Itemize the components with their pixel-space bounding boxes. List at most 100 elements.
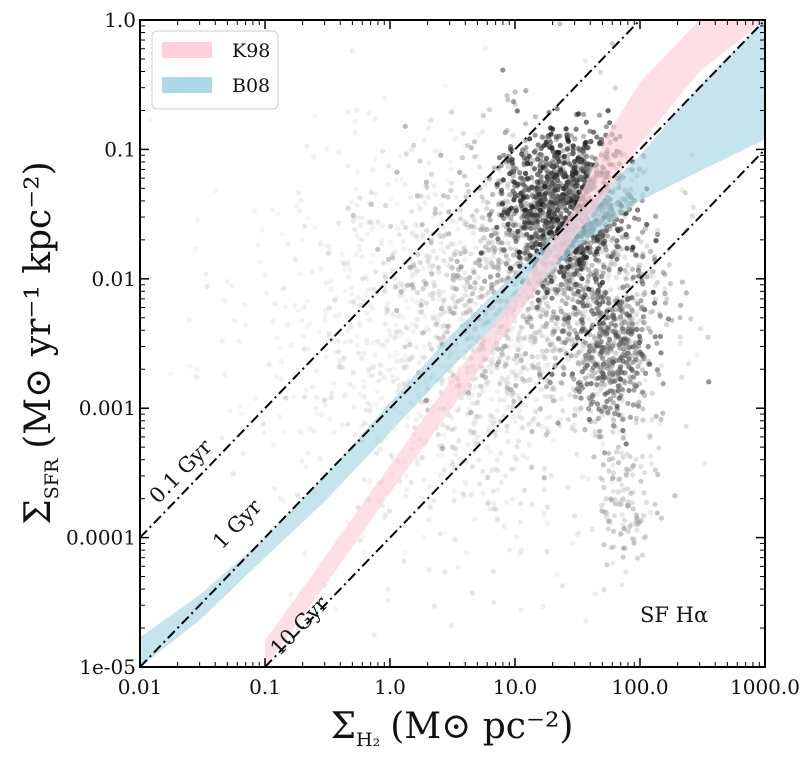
scatter-point <box>436 335 442 341</box>
scatter-point <box>529 244 536 250</box>
scatter-point <box>400 366 407 372</box>
scatter-point <box>605 108 611 114</box>
scatter-point <box>441 297 447 303</box>
scatter-point <box>455 565 461 571</box>
scatter-point <box>357 223 363 229</box>
scatter-point <box>472 260 478 266</box>
scatter-point <box>483 182 489 188</box>
scatter-point <box>302 223 308 229</box>
scatter-point <box>529 354 535 360</box>
scatter-point <box>473 419 479 425</box>
scatter-point <box>544 548 550 555</box>
scatter-point <box>625 262 631 268</box>
scatter-point <box>610 252 616 258</box>
scatter-point <box>401 558 407 564</box>
scatter-point <box>618 531 624 537</box>
scatter-point <box>572 195 578 201</box>
scatter-point <box>456 405 462 411</box>
scatter-point <box>642 377 649 384</box>
depletion-line-label: 0.1 Gyr <box>145 434 218 508</box>
scatter-point <box>304 215 310 221</box>
scatter-point <box>437 221 443 227</box>
scatter-point <box>392 249 398 255</box>
scatter-point <box>542 184 548 190</box>
scatter-point <box>580 320 586 326</box>
scatter-point <box>335 338 341 344</box>
scatter-point <box>370 252 376 258</box>
scatter-point <box>574 532 581 538</box>
scatter-point <box>589 394 596 400</box>
scatter-point <box>620 427 626 434</box>
scatter-point <box>529 429 535 435</box>
scatter-point <box>350 218 356 224</box>
scatter-point <box>564 337 570 343</box>
scatter-point <box>336 364 342 370</box>
scatter-point <box>549 295 555 301</box>
scatter-point <box>658 363 665 369</box>
scatter-point <box>366 317 373 323</box>
scatter-point <box>500 247 506 253</box>
scatter-point <box>415 251 421 258</box>
scatter-point <box>495 388 501 394</box>
scatter-point <box>615 412 622 418</box>
scatter-point <box>441 332 447 338</box>
scatter-point <box>353 186 359 192</box>
scatter-point <box>607 120 613 126</box>
scatter-point <box>512 382 519 388</box>
scatter-point <box>509 369 515 375</box>
scatter-point <box>594 237 601 243</box>
scatter-point <box>467 284 473 290</box>
scatter-point <box>260 421 266 427</box>
scatter-point <box>631 381 637 387</box>
scatter-point <box>631 536 637 543</box>
scatter-point <box>385 307 391 313</box>
scatter-point <box>467 385 473 391</box>
scatter-point <box>561 366 567 372</box>
scatter-point <box>600 462 606 468</box>
scatter-point <box>555 287 561 294</box>
scatter-point <box>452 425 458 431</box>
scatter-point <box>566 179 572 185</box>
scatter-point <box>372 116 378 122</box>
scatter-point <box>605 518 612 525</box>
scatter-point <box>313 405 319 411</box>
scatter-point <box>486 107 493 113</box>
scatter-point <box>538 313 544 320</box>
scatter-point <box>528 322 534 328</box>
scatter-point <box>640 314 647 320</box>
scatter-point <box>566 324 572 330</box>
scatter-point <box>476 164 482 170</box>
scatter-point <box>342 288 348 294</box>
scatter-point <box>490 414 496 420</box>
scatter-point <box>368 189 374 195</box>
scatter-point <box>327 416 333 422</box>
scatter-point <box>496 266 502 273</box>
scatter-point <box>479 194 485 200</box>
scatter-point <box>489 467 495 474</box>
scatter-point <box>381 515 387 521</box>
scatter-point <box>576 111 582 117</box>
scatter-point <box>518 519 524 525</box>
scatter-point <box>519 336 525 342</box>
scatter-point <box>441 432 447 438</box>
scatter-point <box>434 255 440 261</box>
scatter-point <box>463 194 469 200</box>
scatter-point <box>592 370 598 376</box>
scatter-point <box>462 270 468 276</box>
scatter-point <box>429 313 435 319</box>
scatter-point <box>300 237 306 243</box>
scatter-point <box>601 404 607 410</box>
scatter-point <box>662 290 668 297</box>
scatter-point <box>593 275 599 282</box>
scatter-point <box>364 276 370 282</box>
scatter-point <box>489 208 495 214</box>
scatter-point <box>500 67 506 73</box>
scatter-point <box>259 227 265 234</box>
scatter-point <box>350 212 356 219</box>
scatter-point <box>513 375 519 381</box>
x-axis-title-units: (M⊙ pc⁻²) <box>390 706 573 747</box>
scatter-point <box>520 452 527 458</box>
scatter-point <box>683 290 689 296</box>
scatter-point <box>475 399 481 405</box>
scatter-point <box>598 326 604 332</box>
